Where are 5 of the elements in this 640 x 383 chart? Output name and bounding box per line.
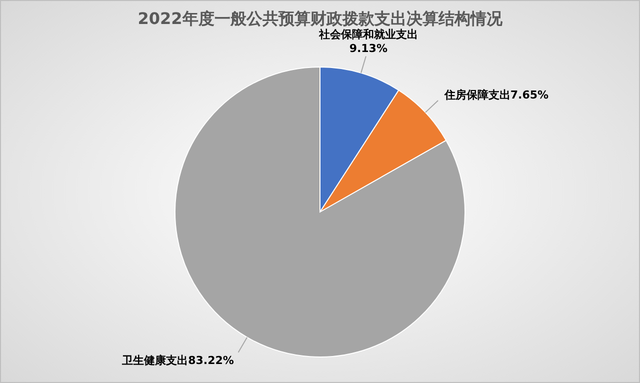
data-label: 9.13% <box>349 42 388 55</box>
slice-label: 社会保障和就业支出 <box>318 28 418 41</box>
slice-label: 卫生健康支出83.22% <box>121 354 234 367</box>
chart-title: 2022年度一般公共预算财政拨款支出决算结构情况 <box>138 9 504 28</box>
slice-label: 住房保障支出7.65% <box>443 88 549 102</box>
